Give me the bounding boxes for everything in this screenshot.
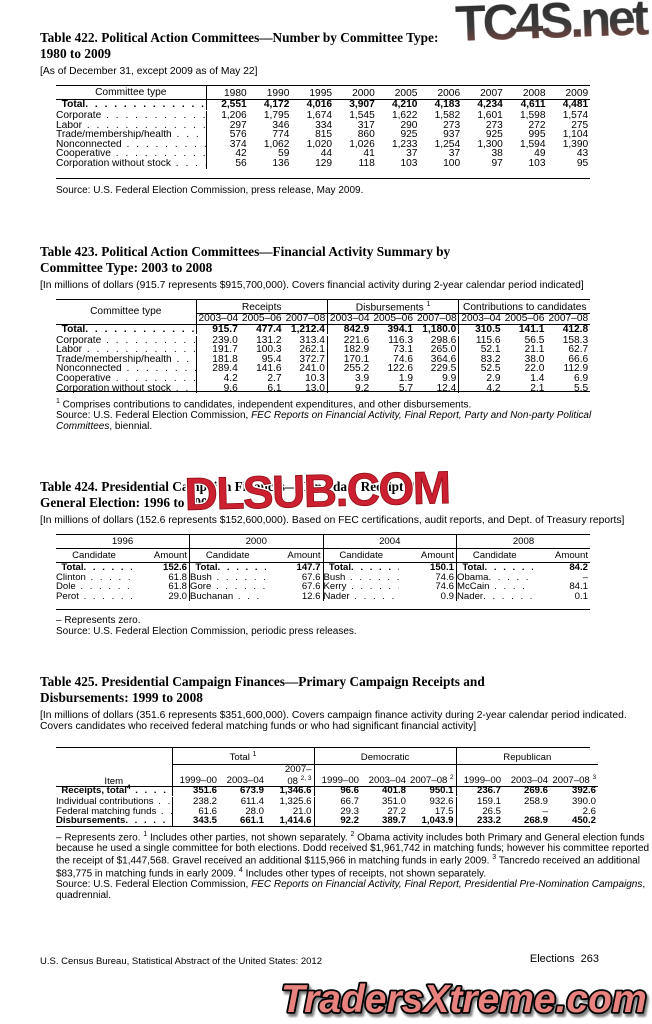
svg-text:TradersXtreme.com: TradersXtreme.com — [281, 978, 647, 1021]
